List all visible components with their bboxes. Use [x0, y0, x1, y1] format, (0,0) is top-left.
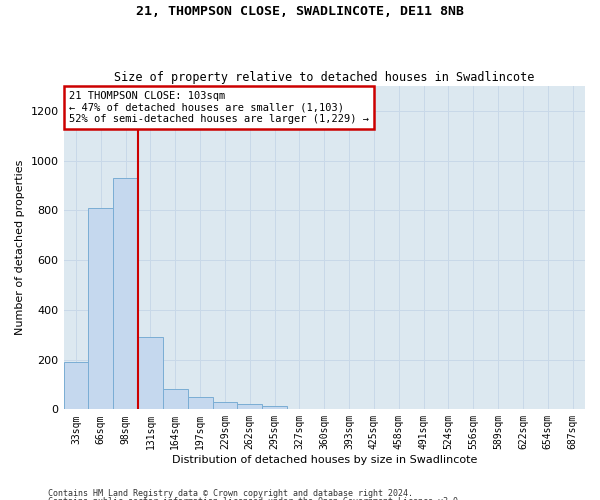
X-axis label: Distribution of detached houses by size in Swadlincote: Distribution of detached houses by size …: [172, 455, 477, 465]
Bar: [113, 178, 138, 410]
Bar: [212, 402, 238, 409]
Text: Contains HM Land Registry data © Crown copyright and database right 2024.: Contains HM Land Registry data © Crown c…: [48, 488, 413, 498]
Title: Size of property relative to detached houses in Swadlincote: Size of property relative to detached ho…: [114, 70, 535, 84]
Bar: [64, 362, 88, 410]
Y-axis label: Number of detached properties: Number of detached properties: [15, 160, 25, 336]
Bar: [238, 404, 262, 409]
Text: 21, THOMPSON CLOSE, SWADLINCOTE, DE11 8NB: 21, THOMPSON CLOSE, SWADLINCOTE, DE11 8N…: [136, 5, 464, 18]
Bar: [188, 397, 212, 409]
Bar: [262, 406, 287, 409]
Text: 21 THOMPSON CLOSE: 103sqm
← 47% of detached houses are smaller (1,103)
52% of se: 21 THOMPSON CLOSE: 103sqm ← 47% of detac…: [69, 91, 369, 124]
Bar: [88, 208, 113, 410]
Bar: [163, 390, 188, 409]
Text: Contains public sector information licensed under the Open Government Licence v3: Contains public sector information licen…: [48, 497, 463, 500]
Bar: [138, 337, 163, 409]
